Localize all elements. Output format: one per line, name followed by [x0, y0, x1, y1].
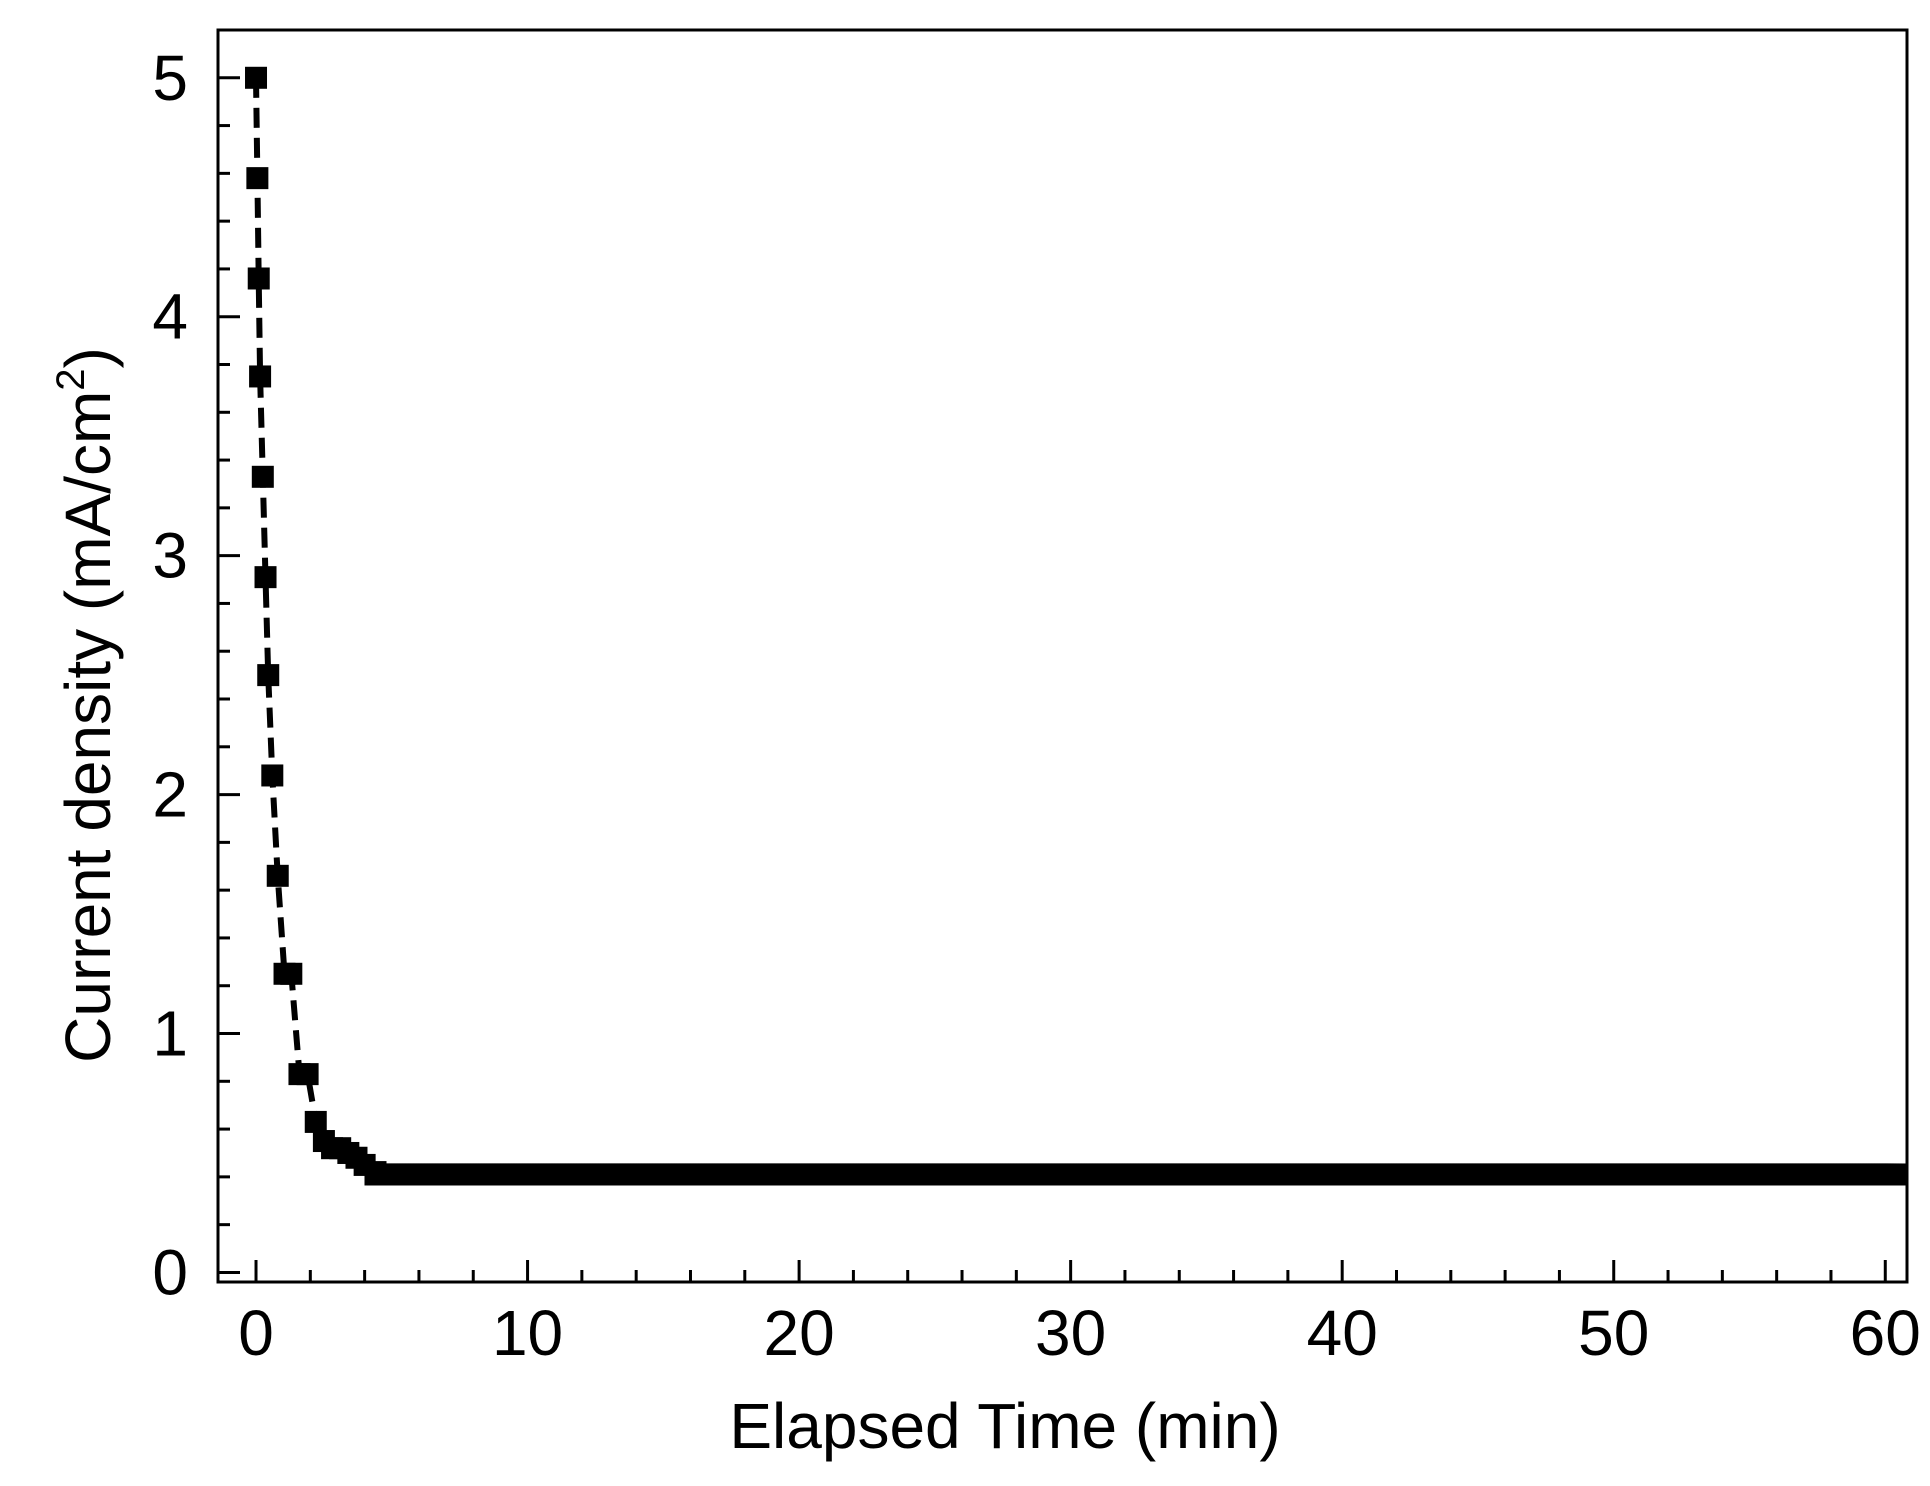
- x-tick-label: 10: [492, 1297, 563, 1369]
- data-point: [261, 764, 284, 787]
- y-axis-ticks: 0 1 2 3 4 5: [152, 42, 240, 1308]
- data-point: [247, 267, 270, 290]
- y-tick-label: 2: [152, 759, 188, 831]
- data-point: [245, 66, 268, 89]
- series-line: [253, 77, 1897, 1178]
- y-axis-label-close: ): [52, 347, 124, 368]
- x-tick-label: 30: [1035, 1297, 1106, 1369]
- x-tick-label: 50: [1578, 1297, 1649, 1369]
- y-tick-label: 4: [152, 281, 188, 353]
- data-point: [254, 566, 277, 589]
- data-point: [257, 664, 280, 687]
- data-point: [249, 365, 272, 388]
- y-tick-label: 5: [152, 42, 188, 114]
- data-point: [296, 1063, 319, 1086]
- data-point: [280, 962, 303, 985]
- y-tick-label: 0: [152, 1236, 188, 1308]
- x-axis-label: Elapsed Time (min): [729, 1390, 1280, 1462]
- data-point: [246, 167, 269, 190]
- y-axis-label: Current density (mA/cm2): [49, 347, 124, 1063]
- y-tick-label: 3: [152, 520, 188, 592]
- y-axis-label-superscript: 2: [49, 368, 93, 390]
- x-tick-label: 20: [764, 1297, 835, 1369]
- data-point: [1885, 1163, 1908, 1186]
- x-tick-label: 0: [238, 1297, 274, 1369]
- y-axis-label-main: Current density (mA/cm: [52, 391, 124, 1063]
- data-marks: [245, 66, 1908, 1186]
- data-point: [266, 864, 289, 887]
- y-tick-label: 1: [152, 998, 188, 1070]
- plot-frame: [216, 28, 1909, 1284]
- x-tick-label: 40: [1307, 1297, 1378, 1369]
- data-point: [304, 1110, 327, 1133]
- x-axis-ticks: 0 10 20 30 40 50 60: [238, 1260, 1921, 1369]
- x-tick-label: 60: [1850, 1297, 1921, 1369]
- data-point: [251, 465, 274, 488]
